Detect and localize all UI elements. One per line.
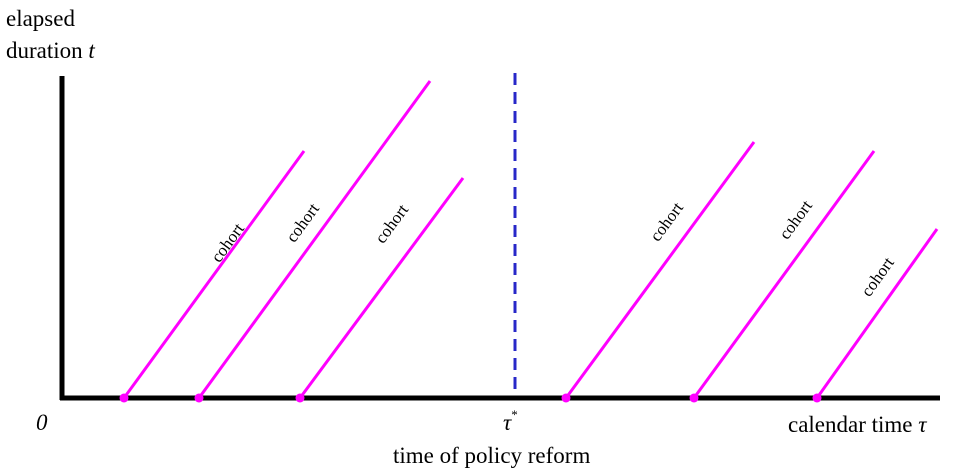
y-axis-label-line2: duration t xyxy=(6,38,95,63)
cohort-start-dot-1 xyxy=(119,393,129,403)
cohort-start-dot-6 xyxy=(812,393,822,403)
cohort-line-4 xyxy=(564,141,756,399)
cohort-label-5: cohort xyxy=(775,196,816,243)
x-axis-variable: τ xyxy=(918,412,927,437)
y-axis-label-text: duration xyxy=(6,38,88,63)
cohort-start-dot-3 xyxy=(295,393,305,403)
cohort-line-5 xyxy=(692,150,876,399)
cohort-label-2: cohort xyxy=(282,199,323,246)
cohort-start-dot-4 xyxy=(561,393,571,403)
reform-marker-symbol: τ xyxy=(503,410,512,435)
reform-marker-superscript: * xyxy=(511,407,518,422)
cohort-label-1: cohort xyxy=(207,219,248,266)
x-axis-label: calendar time τ xyxy=(788,412,927,437)
cohort-label-4: cohort xyxy=(646,198,687,244)
cohort-line-3 xyxy=(298,177,465,399)
cohort-line-2 xyxy=(197,80,432,399)
origin-label: 0 xyxy=(36,410,48,435)
cohort-start-dot-2 xyxy=(194,393,204,403)
x-axis-label-text: calendar time xyxy=(788,412,918,437)
cohort-line-1 xyxy=(122,150,306,399)
reform-caption: time of policy reform xyxy=(393,443,590,468)
y-axis-label-line1: elapsed xyxy=(6,6,75,31)
cohort-start-dot-5 xyxy=(689,393,699,403)
cohort-label-3: cohort xyxy=(371,200,412,246)
cohort-line-6 xyxy=(815,228,939,399)
y-axis-variable: t xyxy=(88,38,95,63)
reform-marker-label: τ* xyxy=(503,407,518,435)
